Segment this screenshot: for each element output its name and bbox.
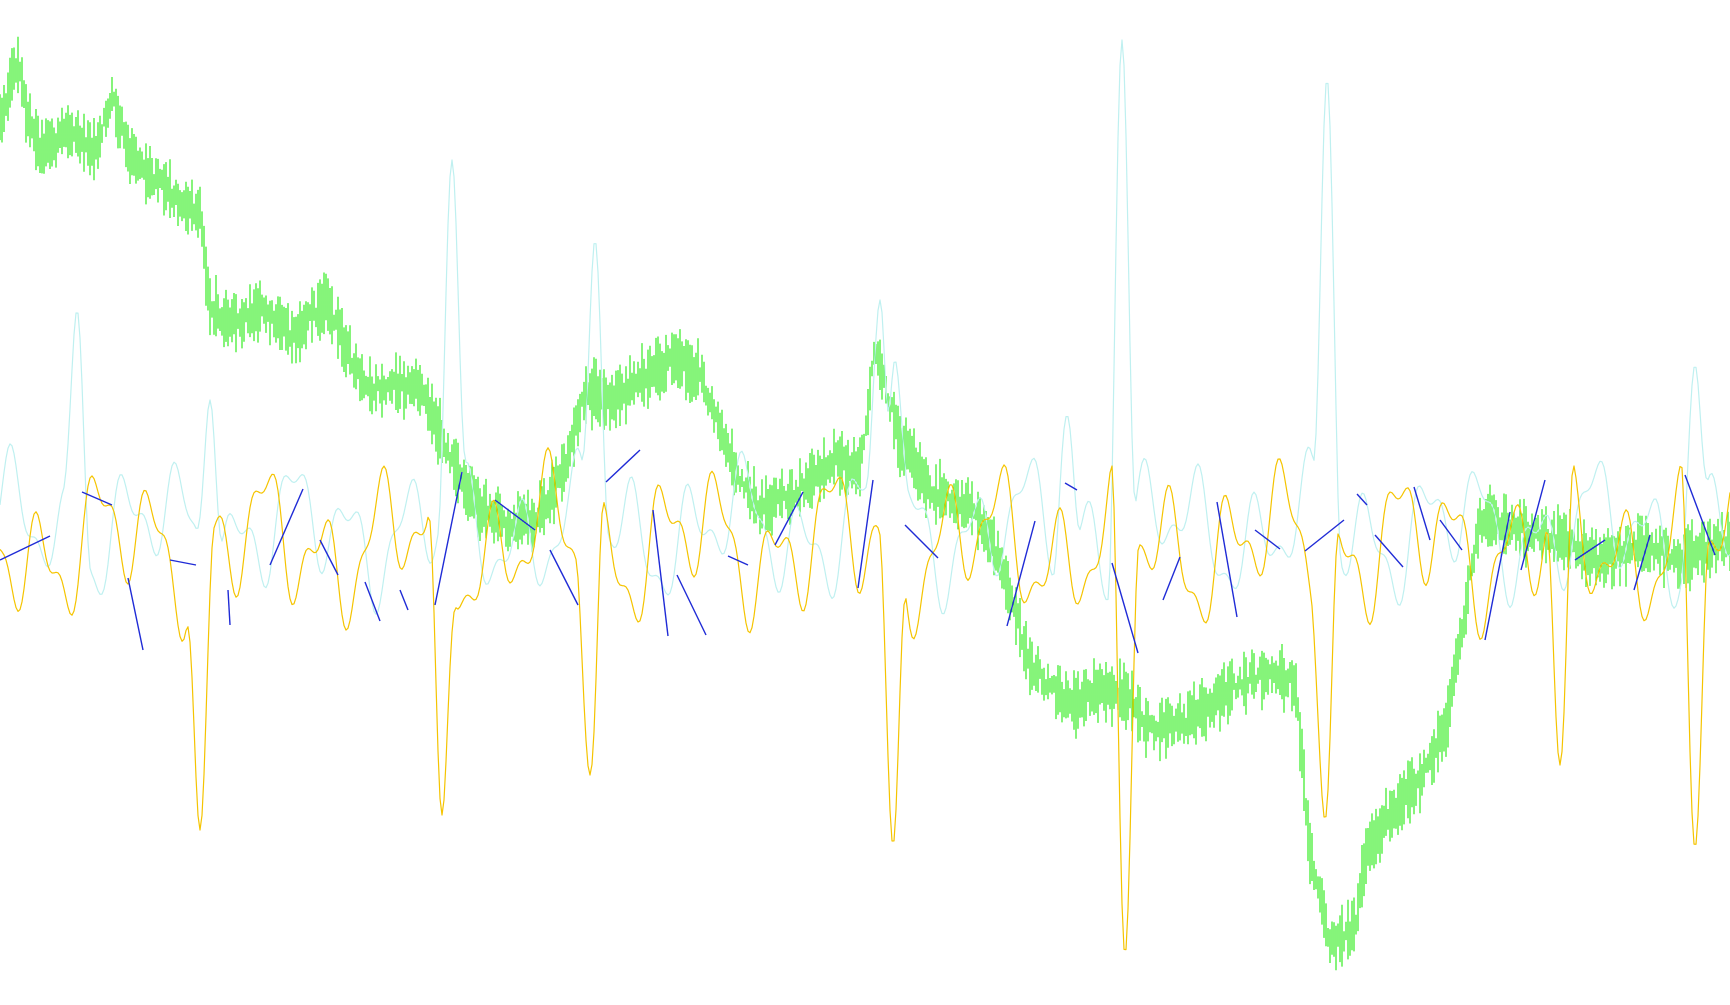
segment-mark xyxy=(319,539,339,576)
segment-mark xyxy=(1216,501,1238,618)
segment-mark xyxy=(399,589,409,611)
segment-mark xyxy=(676,574,707,636)
segment-mark xyxy=(1439,519,1463,551)
segment-mark xyxy=(227,589,231,626)
segment-mark xyxy=(904,524,939,559)
segment-mark xyxy=(652,509,669,637)
series-line-cyan_oscillator xyxy=(0,39,1730,615)
segment-mark xyxy=(1520,479,1546,571)
segment-mark xyxy=(1254,529,1281,550)
segment-mark xyxy=(1064,482,1078,491)
segment-mark xyxy=(1111,562,1139,654)
segment-mark xyxy=(1413,486,1431,541)
segment-mark xyxy=(1574,539,1606,561)
segment-mark xyxy=(1684,474,1716,556)
segment-mark xyxy=(1006,520,1036,627)
segment-mark xyxy=(494,499,536,531)
series-bar-mark xyxy=(0,36,1730,971)
segment-mark xyxy=(774,491,804,546)
segment-mark xyxy=(127,577,144,651)
series-bars-green_price xyxy=(0,36,1730,971)
segment-mark xyxy=(605,449,641,483)
segment-mark xyxy=(549,549,579,606)
segment-mark xyxy=(364,581,381,622)
series-line-yellow_oscillator xyxy=(0,447,1730,951)
segment-mark xyxy=(1633,534,1651,591)
segment-mark xyxy=(1374,534,1404,568)
segment-mark xyxy=(1356,493,1368,506)
segment-mark xyxy=(857,479,874,589)
segment-mark xyxy=(1304,519,1345,552)
segment-mark xyxy=(81,491,113,506)
segment-mark xyxy=(1484,511,1511,641)
segment-mark xyxy=(1162,556,1181,601)
segment-mark xyxy=(169,559,197,566)
segment-mark xyxy=(0,535,51,561)
series-segments-blue_segments xyxy=(0,449,1716,654)
segment-mark xyxy=(727,555,749,566)
segment-mark xyxy=(434,471,463,606)
segment-mark xyxy=(269,488,304,566)
